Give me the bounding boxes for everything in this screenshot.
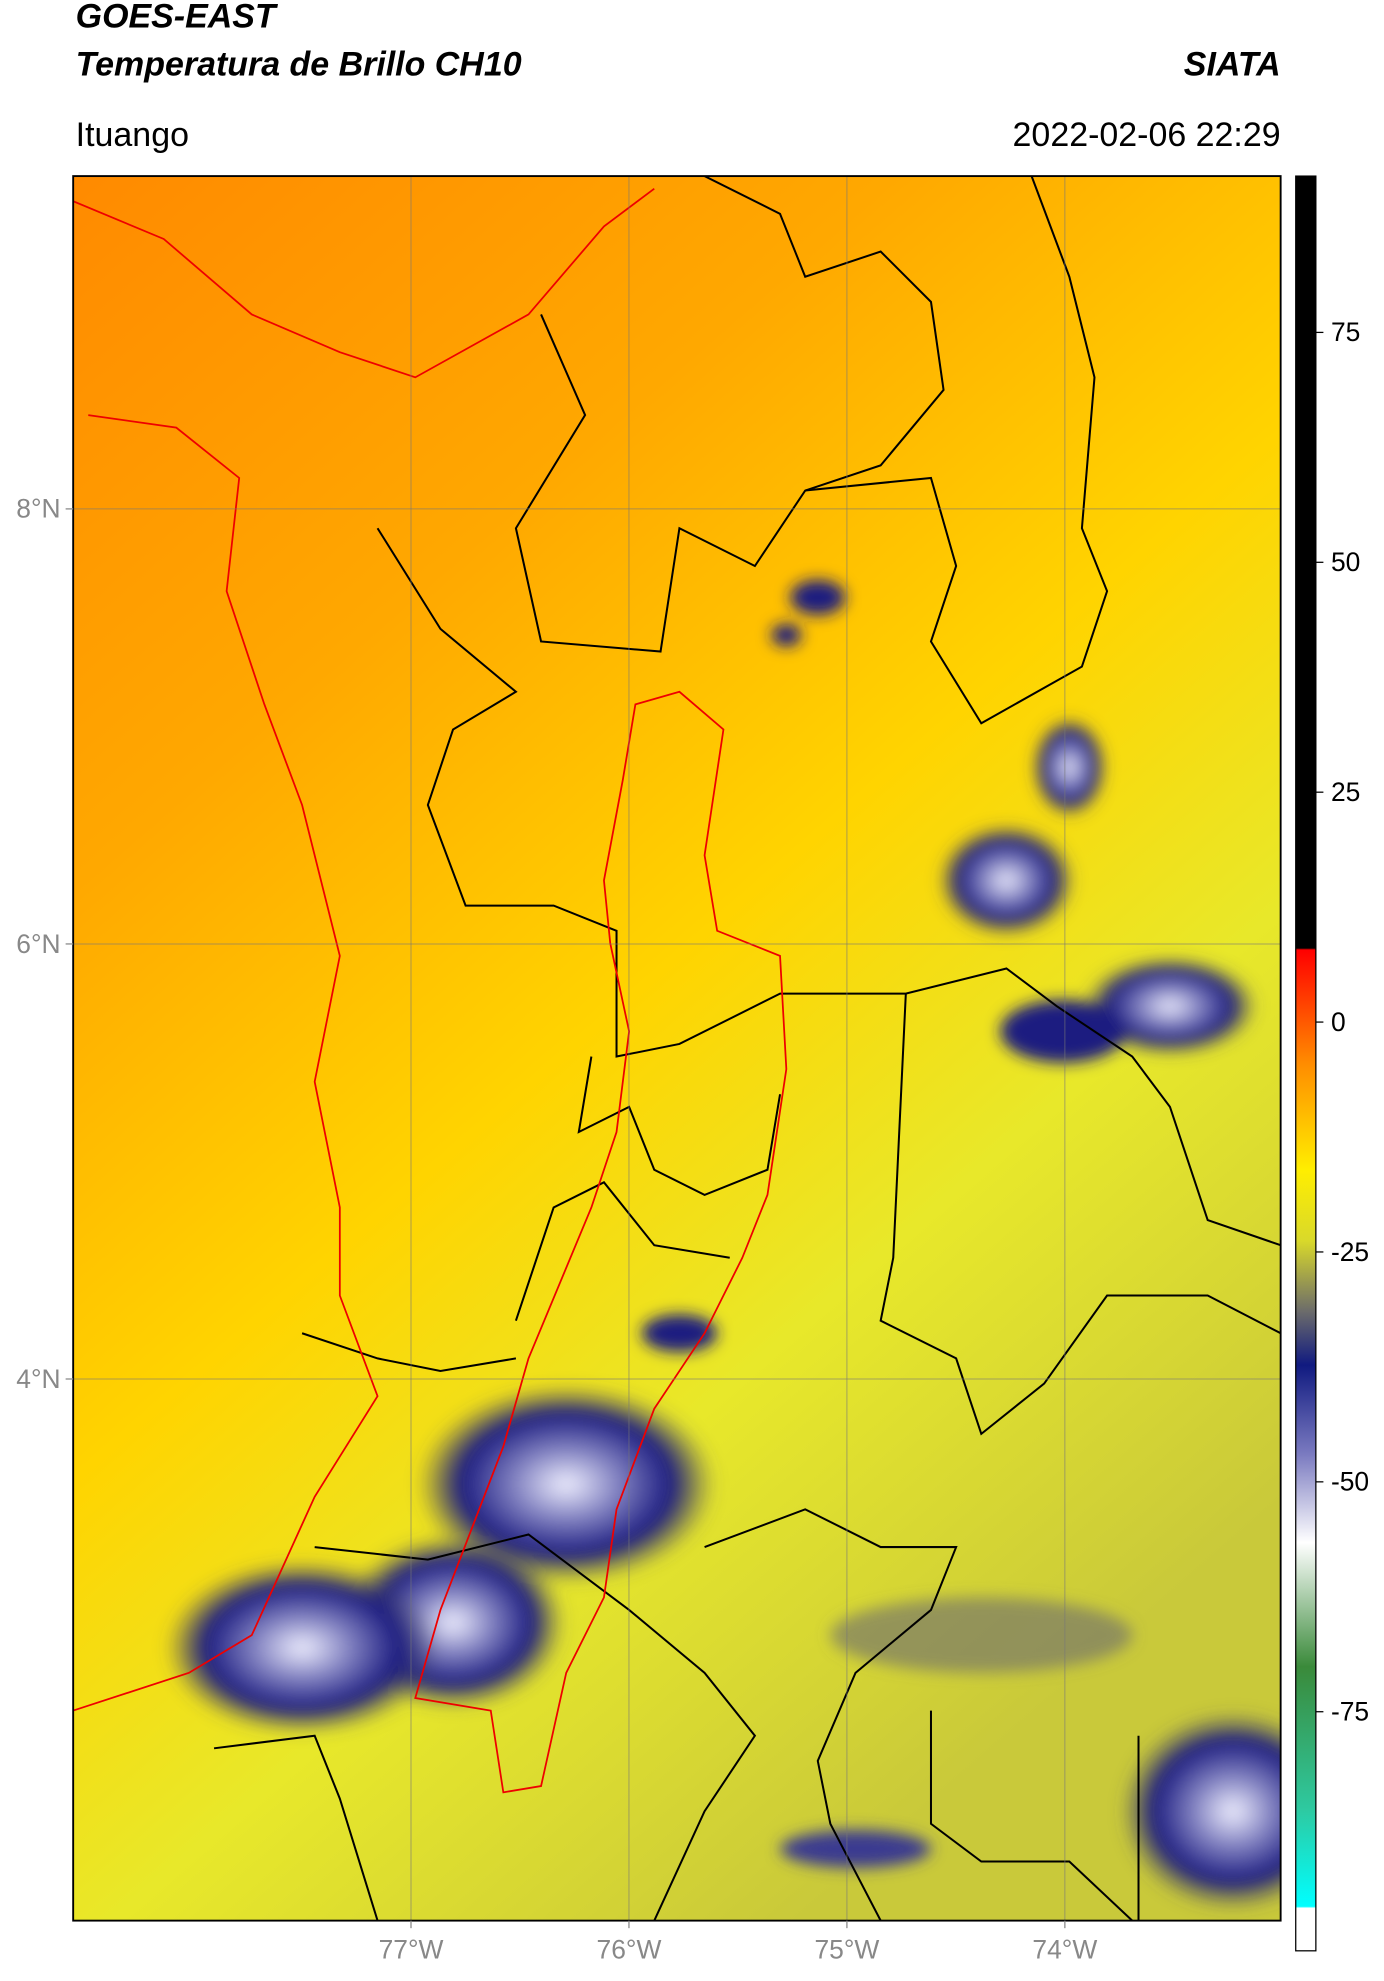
colorbar	[1295, 175, 1317, 1952]
y-tick-label: 4°N	[16, 1364, 60, 1394]
clouds	[163, 579, 1281, 1912]
colorbar-tick-label: -50	[1331, 1467, 1369, 1497]
region: Ituango	[76, 116, 189, 154]
colorbar-tick-label: 75	[1331, 317, 1360, 347]
x-tick-label: 75°W	[814, 1934, 879, 1964]
y-tick-label: 6°N	[16, 929, 60, 959]
colorbar-tick-label: -25	[1331, 1237, 1369, 1267]
source: SIATA	[1184, 45, 1281, 83]
y-tick-label: 8°N	[16, 494, 60, 524]
graticule	[73, 176, 1281, 1921]
x-tick-label: 77°W	[379, 1934, 444, 1964]
colorbar-tick-label: 50	[1331, 547, 1360, 577]
title: GOES-EAST	[76, 0, 279, 36]
x-tick-label: 76°W	[597, 1934, 662, 1964]
map	[73, 176, 1281, 1921]
map-frame	[72, 175, 1282, 1922]
colorbar-tick-label: 0	[1331, 1007, 1346, 1037]
tick-labels: 77°W 76°W 75°W 74°W 8°N 6°N 4°N 75 50 25 0 -25 -50 -7…	[16, 317, 1369, 1964]
colorbar-tick-label: -75	[1331, 1697, 1369, 1727]
datetime: 2022-02-06 22:29	[1013, 116, 1281, 154]
admin-borders	[213, 176, 1281, 1921]
subtitle: Temperatura de Brillo CH10	[76, 45, 522, 83]
coastline-and-watershed	[73, 187, 788, 1794]
x-tick-label: 74°W	[1032, 1934, 1097, 1964]
colorbar-tick-label: 25	[1331, 777, 1360, 807]
